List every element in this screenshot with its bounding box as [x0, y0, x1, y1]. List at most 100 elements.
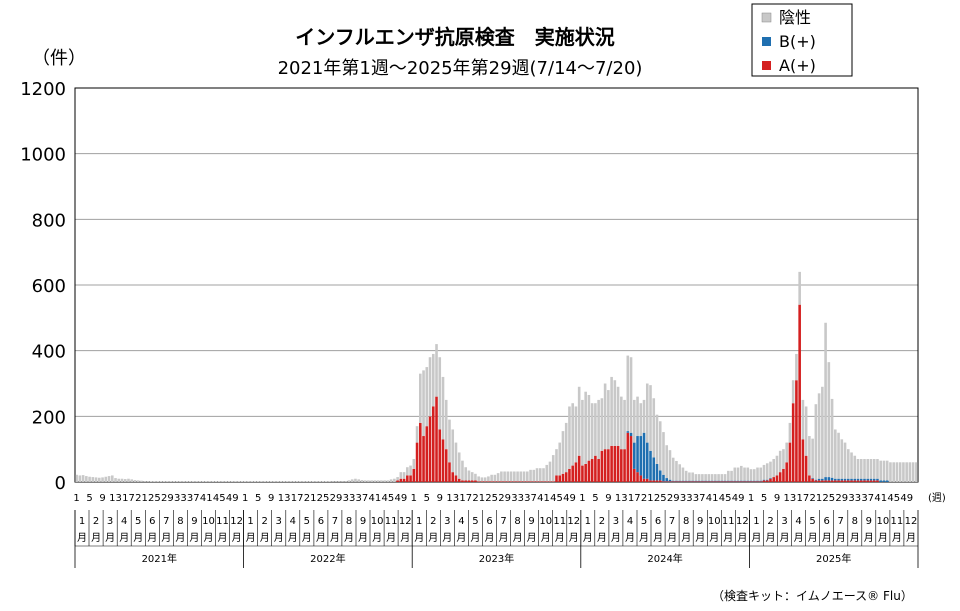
week-tick-label: 17 — [122, 493, 135, 504]
bar-a-positive — [730, 481, 733, 482]
bar-negative — [714, 474, 717, 481]
bar-a-positive — [821, 480, 824, 482]
week-tick-label: 37 — [524, 493, 537, 504]
bar-negative — [179, 481, 182, 482]
month-label: 2 — [430, 516, 436, 527]
bar-a-positive — [594, 455, 597, 482]
bar-negative — [214, 481, 218, 482]
bar-negative — [911, 462, 915, 482]
bar-negative — [243, 481, 247, 482]
bar-a-positive — [684, 481, 688, 482]
bar-negative — [879, 460, 883, 481]
month-label: 11 — [891, 516, 904, 527]
week-tick-label: 33 — [680, 493, 693, 504]
bar-negative — [451, 429, 455, 473]
month-label: 3 — [276, 516, 282, 527]
bar-b-positive — [769, 478, 772, 479]
bar-negative — [431, 353, 435, 407]
bar-negative — [289, 481, 292, 482]
month-label: 12 — [399, 516, 412, 527]
month-label: 7 — [332, 516, 338, 527]
bar-negative — [198, 481, 202, 482]
month-suffix: 月 — [288, 532, 298, 544]
month-suffix: 月 — [119, 532, 129, 544]
week-tick-label: 45 — [213, 493, 226, 504]
bar-negative — [493, 474, 497, 482]
bar-negative — [120, 478, 124, 482]
month-label: 4 — [121, 516, 127, 527]
bar-a-positive — [714, 481, 717, 482]
week-tick-label: 33 — [848, 493, 861, 504]
bar-negative — [237, 481, 241, 482]
bar-negative — [149, 481, 153, 482]
month-suffix: 月 — [442, 532, 452, 544]
bar-a-positive — [701, 481, 704, 482]
month-label: 1 — [753, 516, 759, 527]
bar-negative — [201, 481, 205, 482]
month-suffix: 月 — [189, 532, 199, 544]
x-axis: 1 5 9 13 17 21 25 29 33 37 41 45 491月2月3月4月5月6月7月8月9… — [73, 493, 919, 568]
bar-a-positive — [707, 481, 711, 482]
bar-negative — [701, 474, 704, 481]
bar-a-positive — [782, 468, 785, 482]
month-suffix: 月 — [639, 532, 649, 544]
bar-b-positive — [749, 480, 753, 482]
month-suffix: 月 — [358, 532, 368, 544]
bar-negative — [506, 471, 510, 482]
month-label: 3 — [107, 516, 113, 527]
bar-negative — [610, 376, 613, 446]
bar-a-positive — [681, 481, 685, 482]
month-suffix: 月 — [625, 532, 635, 544]
bar-a-positive — [509, 481, 513, 482]
bar-b-positive — [834, 478, 837, 481]
bar-negative — [746, 467, 750, 481]
bar-a-positive — [743, 481, 746, 482]
bar-a-positive — [762, 480, 766, 482]
bar-a-positive — [688, 481, 691, 482]
bar-a-positive — [756, 481, 759, 482]
bar-negative — [681, 467, 685, 481]
bar-b-positive — [876, 478, 879, 481]
bar-a-positive — [668, 481, 672, 482]
bar-negative — [736, 467, 740, 481]
month-label: 8 — [683, 516, 689, 527]
bar-negative — [133, 480, 137, 482]
bar-negative — [503, 471, 506, 482]
bar-a-positive — [467, 480, 471, 482]
bar-a-positive — [506, 481, 510, 482]
week-tick-label: 13 — [784, 493, 797, 504]
bar-a-positive — [474, 480, 477, 482]
month-label: 3 — [613, 516, 619, 527]
bar-b-positive — [723, 480, 727, 482]
bar-b-positive — [684, 480, 688, 482]
bar-negative — [461, 460, 464, 481]
bar-a-positive — [623, 449, 626, 482]
bar-negative — [396, 477, 399, 481]
bar-a-positive — [613, 445, 617, 482]
bar-a-positive — [516, 481, 519, 482]
bar-b-positive — [707, 480, 711, 482]
bar-negative — [642, 399, 646, 433]
bar-b-positive — [846, 478, 850, 481]
bar-b-positive — [704, 480, 707, 482]
month-suffix: 月 — [133, 532, 143, 544]
bar-negative — [328, 481, 331, 482]
week-tick-label: 45 — [719, 493, 732, 504]
month-suffix: 月 — [316, 532, 326, 544]
bar-negative — [308, 481, 312, 482]
month-suffix: 月 — [709, 532, 719, 544]
week-tick-label: 49 — [395, 493, 408, 504]
bar-a-positive — [519, 481, 523, 482]
bar-negative — [675, 460, 678, 481]
bar-negative — [684, 470, 688, 481]
bar-negative — [535, 468, 539, 482]
bar-negative — [156, 481, 159, 482]
month-suffix: 月 — [485, 532, 495, 544]
bar-a-positive — [717, 481, 720, 482]
bar-negative — [88, 476, 91, 482]
bar-negative — [114, 478, 117, 482]
bar-negative — [123, 479, 127, 482]
month-suffix: 月 — [780, 532, 790, 544]
bar-b-positive — [817, 478, 821, 481]
bar-negative — [140, 480, 143, 482]
